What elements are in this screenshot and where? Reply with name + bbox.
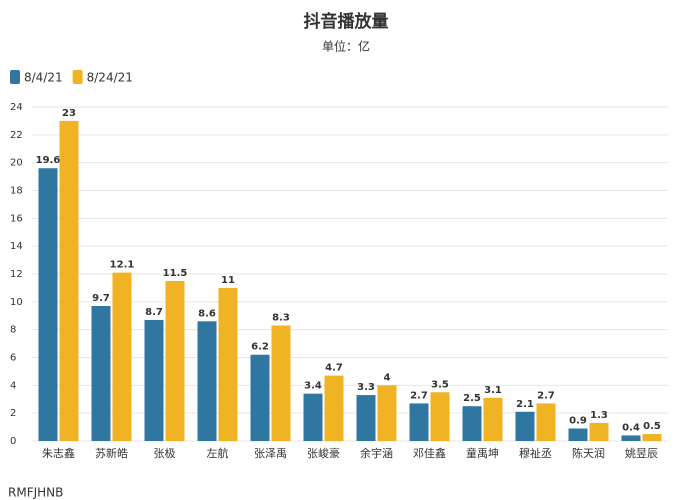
bar	[621, 435, 641, 441]
legend-swatch	[72, 70, 83, 84]
y-tick-label: 0	[10, 436, 16, 447]
value-label: 0.9	[569, 415, 587, 426]
bar	[250, 354, 270, 441]
bar	[197, 321, 217, 441]
bar	[642, 434, 662, 441]
x-tick-label: 陈天润	[572, 446, 605, 460]
bar	[356, 395, 376, 441]
bar	[377, 385, 397, 441]
bar	[536, 403, 556, 441]
y-tick-label: 20	[10, 158, 23, 169]
x-tick-label: 穆祉丞	[519, 446, 552, 460]
bar	[409, 403, 429, 441]
value-label: 2.1	[516, 399, 534, 410]
value-label: 3.5	[431, 379, 449, 390]
bar	[165, 280, 185, 441]
y-tick-label: 2	[10, 408, 16, 419]
y-tick-label: 18	[10, 186, 23, 197]
bar	[324, 375, 344, 441]
y-tick-label: 6	[10, 353, 16, 364]
bar	[218, 287, 238, 441]
value-label: 2.7	[537, 390, 555, 401]
legend-swatch	[10, 70, 20, 84]
y-tick-label: 24	[10, 102, 23, 113]
value-label: 8.7	[145, 307, 163, 318]
bar	[59, 120, 79, 442]
value-label: 23	[62, 108, 76, 119]
value-label: 9.7	[92, 293, 110, 304]
footer: RMFJHNB	[8, 486, 63, 500]
value-label: 4	[384, 372, 391, 383]
y-tick-label: 4	[10, 380, 16, 391]
bar	[568, 428, 588, 441]
value-label: 8.3	[272, 312, 290, 323]
bar	[144, 319, 164, 441]
value-label: 2.5	[463, 393, 481, 404]
value-label: 0.5	[643, 421, 661, 432]
bar	[112, 272, 132, 441]
value-label: 2.7	[410, 390, 428, 401]
x-tick-label: 姚昱辰	[625, 446, 658, 460]
value-label: 19.6	[36, 155, 61, 166]
x-tick-label: 邓佳鑫	[413, 446, 446, 460]
value-label: 0.4	[622, 422, 640, 433]
y-tick-label: 10	[10, 297, 23, 308]
y-tick-label: 16	[10, 213, 23, 224]
value-label: 1.3	[590, 410, 608, 421]
bar	[38, 168, 58, 441]
legend-label: 8/4/21	[24, 71, 63, 85]
x-tick-label: 朱志鑫	[42, 446, 75, 460]
x-tick-label: 张极	[154, 446, 176, 460]
value-label: 3.4	[304, 381, 322, 392]
bar	[430, 392, 450, 441]
value-label: 4.7	[325, 363, 343, 374]
value-label: 3.3	[357, 382, 375, 393]
value-label: 11	[221, 275, 235, 286]
x-tick-label: 张泽禹	[254, 447, 287, 460]
legend-label: 8/24/21	[87, 71, 133, 85]
y-tick-label: 22	[10, 130, 23, 141]
x-tick-label: 张峻豪	[307, 446, 340, 460]
bar	[483, 397, 503, 441]
value-label: 3.1	[484, 385, 502, 396]
x-tick-label: 童禹坤	[466, 446, 499, 460]
chart-title: 抖音播放量	[304, 11, 389, 32]
x-tick-label: 余宇涵	[360, 446, 393, 460]
value-label: 8.6	[198, 308, 216, 319]
x-tick-label: 苏新皓	[95, 446, 128, 460]
value-label: 11.5	[163, 268, 188, 279]
bar	[462, 406, 482, 441]
y-tick-label: 12	[10, 269, 23, 280]
y-tick-label: 8	[10, 325, 16, 336]
bar	[589, 422, 609, 441]
bar	[91, 306, 111, 441]
bar	[303, 393, 323, 441]
bar	[515, 411, 535, 441]
x-tick-label: 左航	[207, 446, 229, 460]
y-tick-label: 14	[10, 241, 23, 252]
value-label: 12.1	[110, 260, 135, 271]
bar	[271, 325, 291, 441]
chart-subtitle: 单位：亿	[322, 39, 370, 54]
value-label: 6.2	[251, 342, 269, 353]
